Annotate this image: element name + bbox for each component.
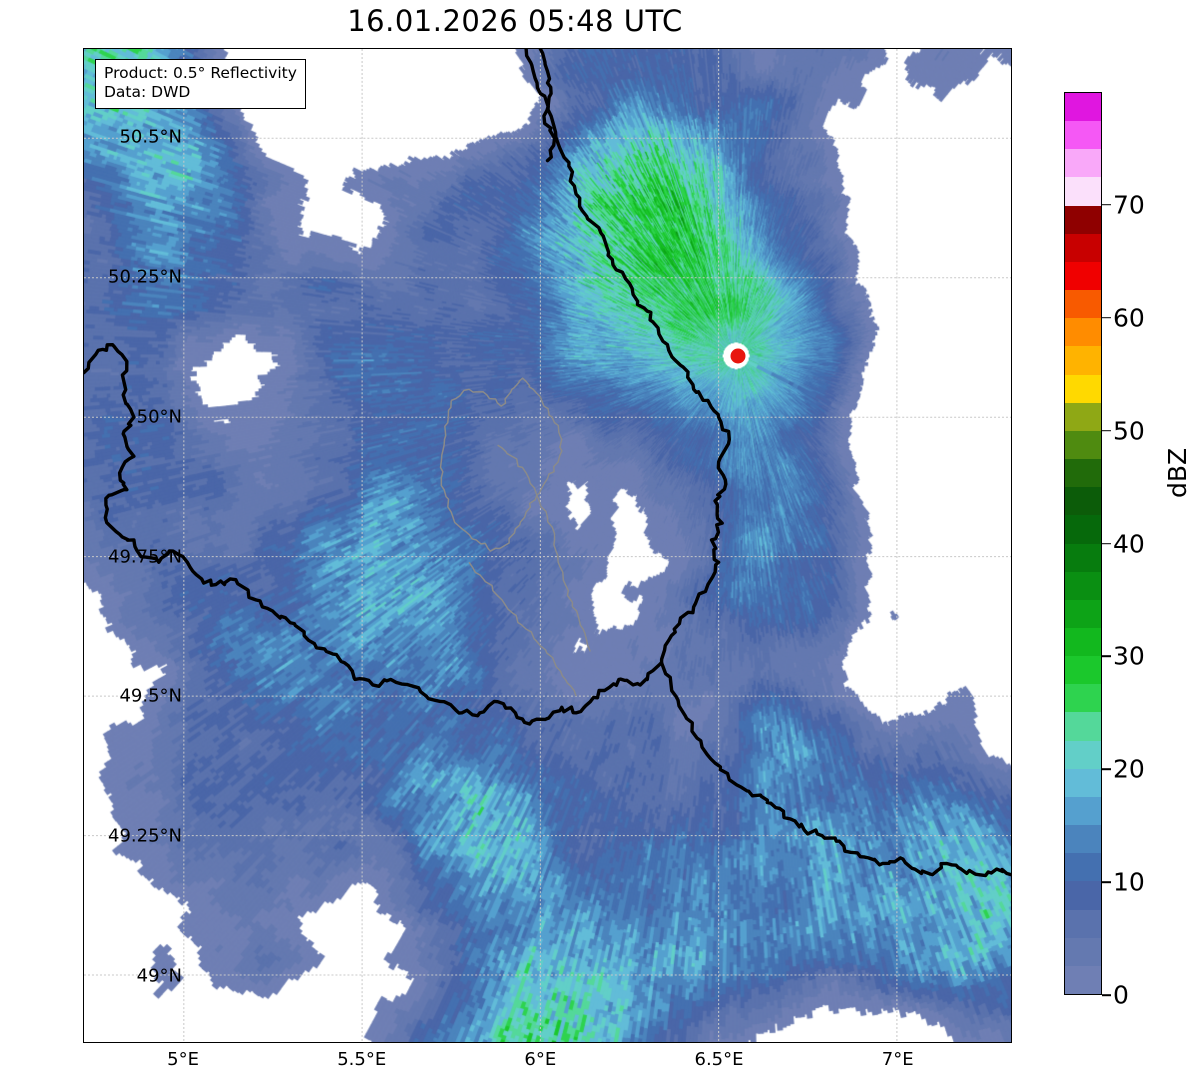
- colorbar-band: [1065, 261, 1101, 291]
- colorbar-band: [1065, 656, 1101, 685]
- colorbar-tick-mark: [1102, 429, 1111, 432]
- colorbar-tick-mark: [1102, 204, 1111, 206]
- radar-site-marker[interactable]: [730, 348, 746, 364]
- reflectivity-colorbar[interactable]: [1064, 92, 1102, 995]
- colorbar-band: [1065, 515, 1101, 544]
- colorbar-band: [1065, 487, 1101, 516]
- colorbar-band: [1065, 205, 1101, 234]
- colorbar-band: [1065, 318, 1101, 347]
- colorbar-tick-mark: [1102, 316, 1111, 319]
- colorbar-band: [1065, 627, 1101, 657]
- y-axis-tick-label: 49.25°N: [108, 825, 182, 847]
- colorbar-band: [1065, 374, 1101, 403]
- y-axis-tick-label: 50°N: [136, 406, 182, 428]
- colorbar-band: [1065, 346, 1101, 375]
- colorbar-band: [1065, 853, 1101, 882]
- colorbar-band: [1065, 881, 1101, 910]
- colorbar-band: [1065, 768, 1101, 797]
- radar-reflectivity-layer: [84, 49, 1011, 1042]
- colorbar-band: [1065, 149, 1101, 178]
- radar-map-plot[interactable]: Product: 0.5° Reflectivity Data: DWD: [83, 48, 1012, 1043]
- colorbar-band: [1065, 543, 1101, 572]
- colorbar-band: [1065, 459, 1101, 488]
- colorbar-band: [1065, 796, 1101, 826]
- y-axis-tick-label: 49.75°N: [108, 546, 182, 568]
- colorbar-band: [1065, 937, 1101, 966]
- colorbar-band: [1065, 684, 1101, 713]
- colorbar-band: [1065, 740, 1101, 769]
- colorbar-band: [1065, 177, 1101, 206]
- colorbar-tick-mark: [1102, 768, 1111, 771]
- colorbar-tick-label: 0: [1113, 980, 1129, 1010]
- colorbar-tick-label: 30: [1113, 641, 1145, 671]
- colorbar-band: [1065, 965, 1101, 994]
- colorbar-band: [1065, 290, 1101, 319]
- colorbar-tick-mark: [1102, 542, 1111, 545]
- colorbar-band: [1065, 93, 1101, 122]
- colorbar-tick-mark: [1102, 881, 1111, 883]
- x-axis-tick-label: 7°E: [881, 1049, 914, 1070]
- colorbar-band: [1065, 909, 1101, 938]
- colorbar-band: [1065, 233, 1101, 262]
- colorbar-tick-label: 70: [1113, 190, 1145, 220]
- product-label: Product: 0.5° Reflectivity: [104, 64, 297, 82]
- colorbar-band: [1065, 825, 1101, 854]
- colorbar-band: [1065, 121, 1101, 150]
- colorbar-tick-mark: [1102, 655, 1111, 658]
- colorbar-tick-label: 40: [1113, 529, 1145, 558]
- colorbar-band: [1065, 402, 1101, 431]
- colorbar-band: [1065, 599, 1101, 628]
- y-axis-tick-label: 49°N: [136, 965, 182, 987]
- colorbar-band: [1065, 430, 1101, 460]
- page-title: 16.01.2026 05:48 UTC: [347, 4, 683, 38]
- product-info-box: Product: 0.5° Reflectivity Data: DWD: [95, 59, 306, 109]
- x-axis-tick-label: 6°E: [524, 1049, 557, 1070]
- data-source-label: Data: DWD: [104, 83, 191, 102]
- colorbar-tick-label: 10: [1113, 867, 1145, 897]
- colorbar-band: [1065, 712, 1101, 741]
- colorbar-tick-label: 60: [1113, 303, 1145, 333]
- colorbar-axis-label: dBZ: [1163, 447, 1192, 498]
- y-axis-tick-label: 50.25°N: [108, 266, 182, 288]
- x-axis-tick-label: 6.5°E: [694, 1049, 744, 1070]
- y-axis-tick-label: 50.5°N: [119, 126, 182, 148]
- colorbar-tick-mark: [1102, 994, 1111, 996]
- x-axis-tick-label: 5.5°E: [337, 1049, 387, 1070]
- colorbar-tick-label: 20: [1113, 754, 1145, 784]
- x-axis-tick-label: 5°E: [167, 1049, 199, 1070]
- colorbar-tick-label: 50: [1113, 416, 1145, 446]
- colorbar-band: [1065, 571, 1101, 600]
- y-axis-tick-label: 49.5°N: [119, 685, 182, 707]
